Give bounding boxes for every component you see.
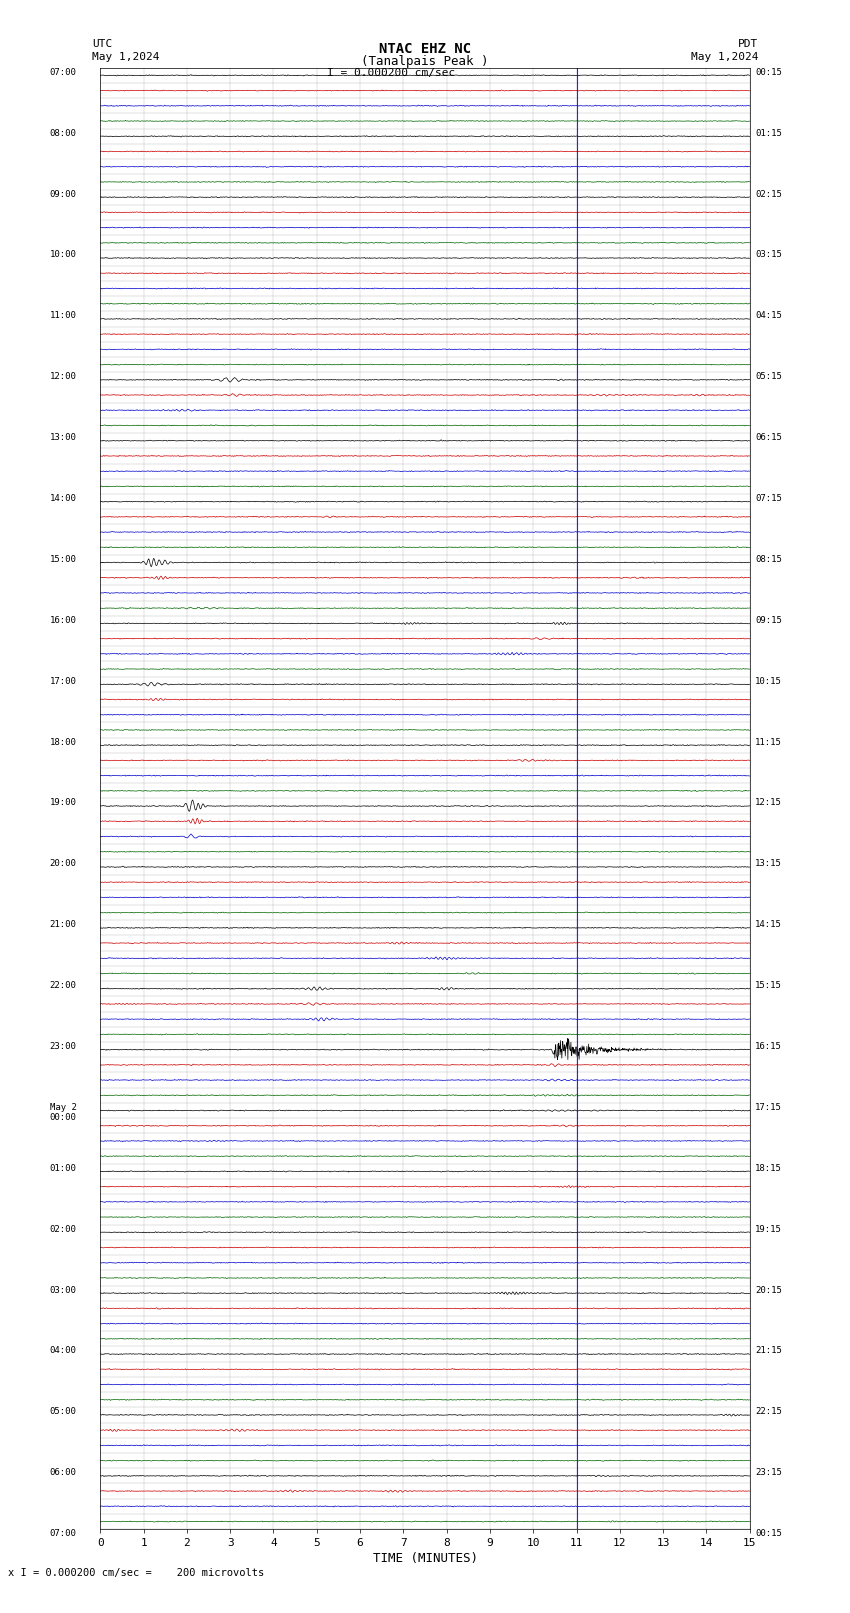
- Text: 22:00: 22:00: [49, 981, 76, 990]
- Text: 20:00: 20:00: [49, 860, 76, 868]
- Text: 07:00: 07:00: [49, 68, 76, 77]
- Text: 22:15: 22:15: [755, 1407, 782, 1416]
- Text: 01:15: 01:15: [755, 129, 782, 137]
- Text: 05:00: 05:00: [49, 1407, 76, 1416]
- Text: 14:00: 14:00: [49, 494, 76, 503]
- Text: 19:00: 19:00: [49, 798, 76, 808]
- Text: 19:15: 19:15: [755, 1224, 782, 1234]
- Text: 12:00: 12:00: [49, 373, 76, 381]
- Text: May 1,2024: May 1,2024: [691, 52, 758, 61]
- Text: 08:15: 08:15: [755, 555, 782, 565]
- Text: 11:15: 11:15: [755, 737, 782, 747]
- Text: 01:00: 01:00: [49, 1165, 76, 1173]
- Text: 00:15: 00:15: [755, 1529, 782, 1539]
- Text: 06:00: 06:00: [49, 1468, 76, 1478]
- Text: 10:15: 10:15: [755, 677, 782, 686]
- Text: 11:00: 11:00: [49, 311, 76, 321]
- Text: x I = 0.000200 cm/sec =    200 microvolts: x I = 0.000200 cm/sec = 200 microvolts: [8, 1568, 264, 1578]
- Text: 04:00: 04:00: [49, 1347, 76, 1355]
- Text: 23:15: 23:15: [755, 1468, 782, 1478]
- Text: PDT: PDT: [738, 39, 758, 48]
- Text: 08:00: 08:00: [49, 129, 76, 137]
- Text: 16:00: 16:00: [49, 616, 76, 624]
- Text: 18:15: 18:15: [755, 1165, 782, 1173]
- Text: 04:15: 04:15: [755, 311, 782, 321]
- Text: 18:00: 18:00: [49, 737, 76, 747]
- X-axis label: TIME (MINUTES): TIME (MINUTES): [372, 1552, 478, 1565]
- Text: NTAC EHZ NC: NTAC EHZ NC: [379, 42, 471, 56]
- Text: 21:00: 21:00: [49, 919, 76, 929]
- Text: 10:00: 10:00: [49, 250, 76, 260]
- Text: 09:00: 09:00: [49, 190, 76, 198]
- Text: I = 0.000200 cm/sec: I = 0.000200 cm/sec: [327, 68, 455, 77]
- Text: 05:15: 05:15: [755, 373, 782, 381]
- Text: 16:15: 16:15: [755, 1042, 782, 1052]
- Text: 02:15: 02:15: [755, 190, 782, 198]
- Text: 14:15: 14:15: [755, 919, 782, 929]
- Text: (Tanalpais Peak ): (Tanalpais Peak ): [361, 55, 489, 68]
- Text: 09:15: 09:15: [755, 616, 782, 624]
- Text: 03:15: 03:15: [755, 250, 782, 260]
- Text: 07:00: 07:00: [49, 1529, 76, 1539]
- Text: 23:00: 23:00: [49, 1042, 76, 1052]
- Text: 03:00: 03:00: [49, 1286, 76, 1295]
- Text: 13:00: 13:00: [49, 434, 76, 442]
- Text: 02:00: 02:00: [49, 1224, 76, 1234]
- Text: May 2
00:00: May 2 00:00: [49, 1103, 76, 1123]
- Text: 17:15: 17:15: [755, 1103, 782, 1111]
- Text: 20:15: 20:15: [755, 1286, 782, 1295]
- Text: 00:15: 00:15: [755, 68, 782, 77]
- Text: 17:00: 17:00: [49, 677, 76, 686]
- Text: UTC: UTC: [92, 39, 112, 48]
- Text: 13:15: 13:15: [755, 860, 782, 868]
- Text: 15:00: 15:00: [49, 555, 76, 565]
- Text: 07:15: 07:15: [755, 494, 782, 503]
- Text: 21:15: 21:15: [755, 1347, 782, 1355]
- Text: May 1,2024: May 1,2024: [92, 52, 159, 61]
- Text: 15:15: 15:15: [755, 981, 782, 990]
- Text: 06:15: 06:15: [755, 434, 782, 442]
- Text: 12:15: 12:15: [755, 798, 782, 808]
